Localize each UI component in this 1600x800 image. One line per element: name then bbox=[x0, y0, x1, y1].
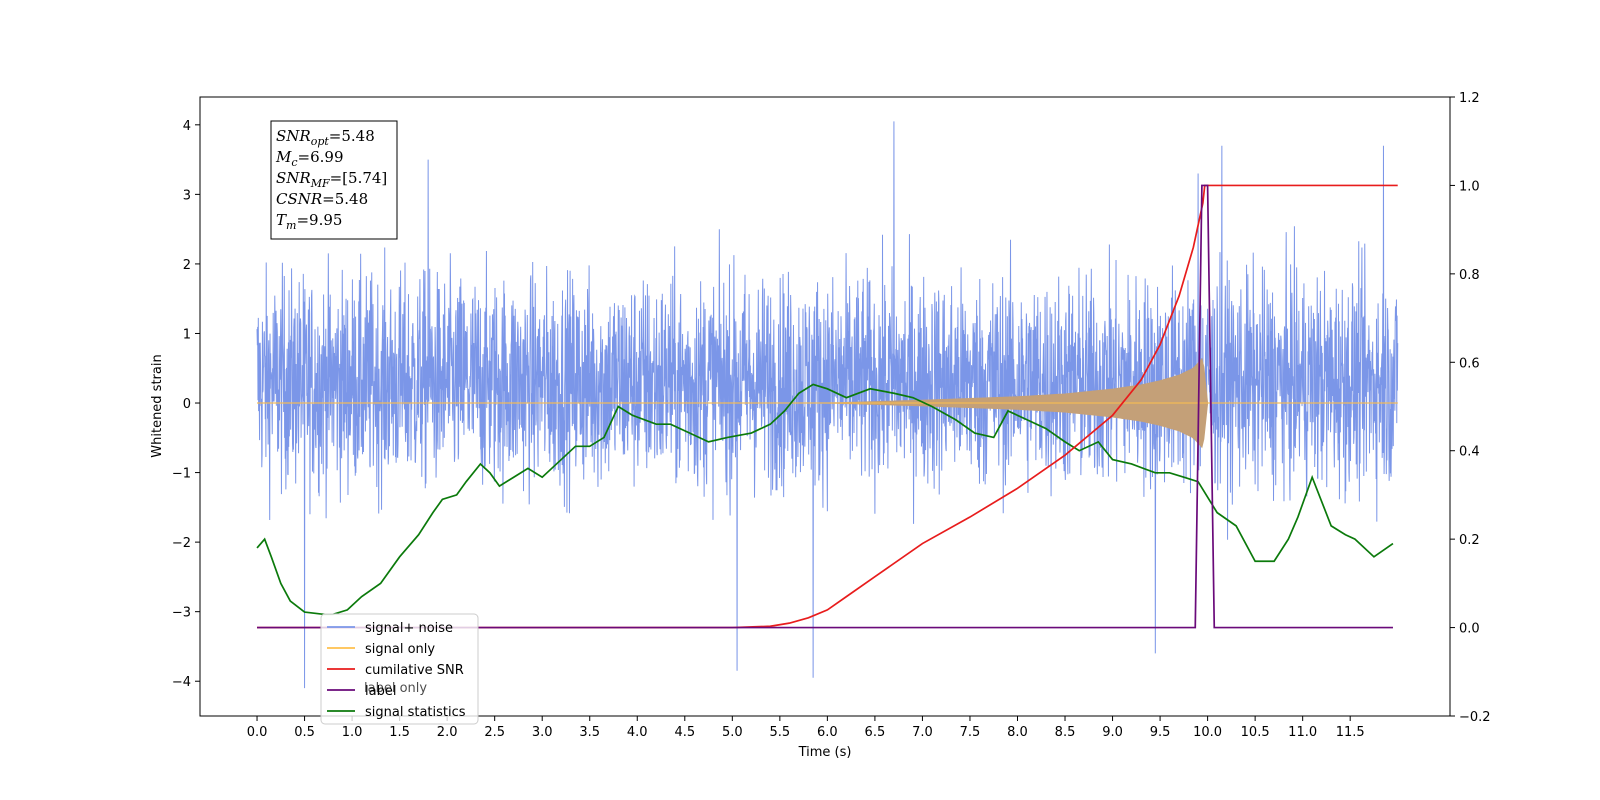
x-tick-label: 2.5 bbox=[484, 725, 505, 740]
legend-frame bbox=[320, 613, 479, 725]
annotation-line: CSNR=5.48 bbox=[276, 190, 368, 208]
y2-tick-label: 0.6 bbox=[1459, 356, 1480, 371]
legend-entry: cumilative SNR bbox=[365, 663, 464, 678]
x-tick-label: 2.0 bbox=[437, 725, 458, 740]
plot-area bbox=[256, 121, 1399, 689]
annotation-frame bbox=[270, 120, 398, 240]
y2-tick-label: 0.4 bbox=[1459, 445, 1480, 460]
annotation-line: Mc=6.99 bbox=[275, 148, 344, 169]
x-tick-label: 0.0 bbox=[247, 725, 268, 740]
y2-tick-label: −0.2 bbox=[1459, 710, 1491, 725]
y-tick-label: −2 bbox=[172, 536, 191, 551]
y2-tick-label: 0.8 bbox=[1459, 268, 1480, 283]
y-tick-label: 4 bbox=[183, 119, 191, 134]
x-tick-label: 11.5 bbox=[1336, 725, 1365, 740]
y2-tick-label: 0.0 bbox=[1459, 622, 1480, 637]
plot-frame bbox=[199, 96, 1451, 717]
y2-tick-label: 1.0 bbox=[1459, 179, 1480, 194]
x-tick-label: 1.5 bbox=[389, 725, 410, 740]
x-tick-label: 4.0 bbox=[627, 725, 648, 740]
x-tick-label: 7.0 bbox=[912, 725, 933, 740]
series-signal-noise-line bbox=[256, 121, 1399, 689]
x-tick-label: 9.0 bbox=[1102, 725, 1123, 740]
legend-entry: signal only bbox=[365, 642, 435, 657]
y-tick-label: 2 bbox=[183, 258, 191, 273]
annotation-line: Tm=9.95 bbox=[276, 211, 342, 232]
y2-tick-label: 0.2 bbox=[1459, 533, 1480, 548]
x-tick-label: 0.5 bbox=[294, 725, 315, 740]
y-tick-label: 3 bbox=[183, 188, 191, 203]
x-tick-label: 10.0 bbox=[1193, 725, 1222, 740]
x-tick-label: 11.0 bbox=[1288, 725, 1317, 740]
annotation-line: SNRopt=5.48 bbox=[276, 127, 375, 148]
x-tick-label: 5.0 bbox=[722, 725, 743, 740]
x-tick-label: 8.0 bbox=[1007, 725, 1028, 740]
y-tick-label: 1 bbox=[183, 327, 191, 342]
x-tick-label: 3.5 bbox=[579, 725, 600, 740]
y-axis-left: 4 3 2 1 0 −1 −2 −3 −4 bbox=[172, 119, 200, 690]
x-tick-label: 3.0 bbox=[532, 725, 553, 740]
x-tick-label: 7.5 bbox=[960, 725, 981, 740]
y-tick-label: −4 bbox=[172, 675, 191, 690]
y-tick-label: −1 bbox=[172, 467, 191, 482]
y2-tick-label: 1.2 bbox=[1459, 91, 1480, 106]
x-tick-label: 1.0 bbox=[342, 725, 363, 740]
y-axis-label: Whitened strain bbox=[150, 354, 165, 457]
x-tick-label: 6.0 bbox=[817, 725, 838, 740]
legend: label only signal+ noise signal only cumila… bbox=[320, 613, 479, 725]
x-axis: 0.0 0.5 1.0 1.5 2.0 2.5 3.0 3.5 4.0 4.5 5.0 5.5 6.0 6… bbox=[247, 716, 1365, 740]
x-tick-label: 6.5 bbox=[865, 725, 886, 740]
x-tick-label: 9.5 bbox=[1150, 725, 1171, 740]
y-axis-right: 1.2 1.0 0.8 0.6 0.4 0.2 0.0 −0.2 bbox=[1450, 91, 1491, 725]
legend-overlap-text: label only bbox=[364, 681, 427, 696]
legend-entry: label bbox=[365, 684, 396, 699]
annotation-line: SNRMF=[5.74] bbox=[276, 169, 387, 190]
series-label-line bbox=[257, 184, 1393, 629]
x-tick-label: 10.5 bbox=[1241, 725, 1270, 740]
legend-entry: signal+ noise bbox=[365, 621, 453, 636]
x-axis-label: Time (s) bbox=[798, 745, 852, 760]
x-tick-label: 5.5 bbox=[770, 725, 791, 740]
x-tick-label: 4.5 bbox=[674, 725, 695, 740]
legend-entry: signal statistics bbox=[365, 705, 466, 720]
y-tick-label: −3 bbox=[172, 606, 191, 621]
x-tick-label: 8.5 bbox=[1055, 725, 1076, 740]
series-cumilative-snr-line bbox=[257, 184, 1398, 629]
y-tick-label: 0 bbox=[183, 397, 191, 412]
series-signal-statistics-line bbox=[256, 383, 1394, 616]
